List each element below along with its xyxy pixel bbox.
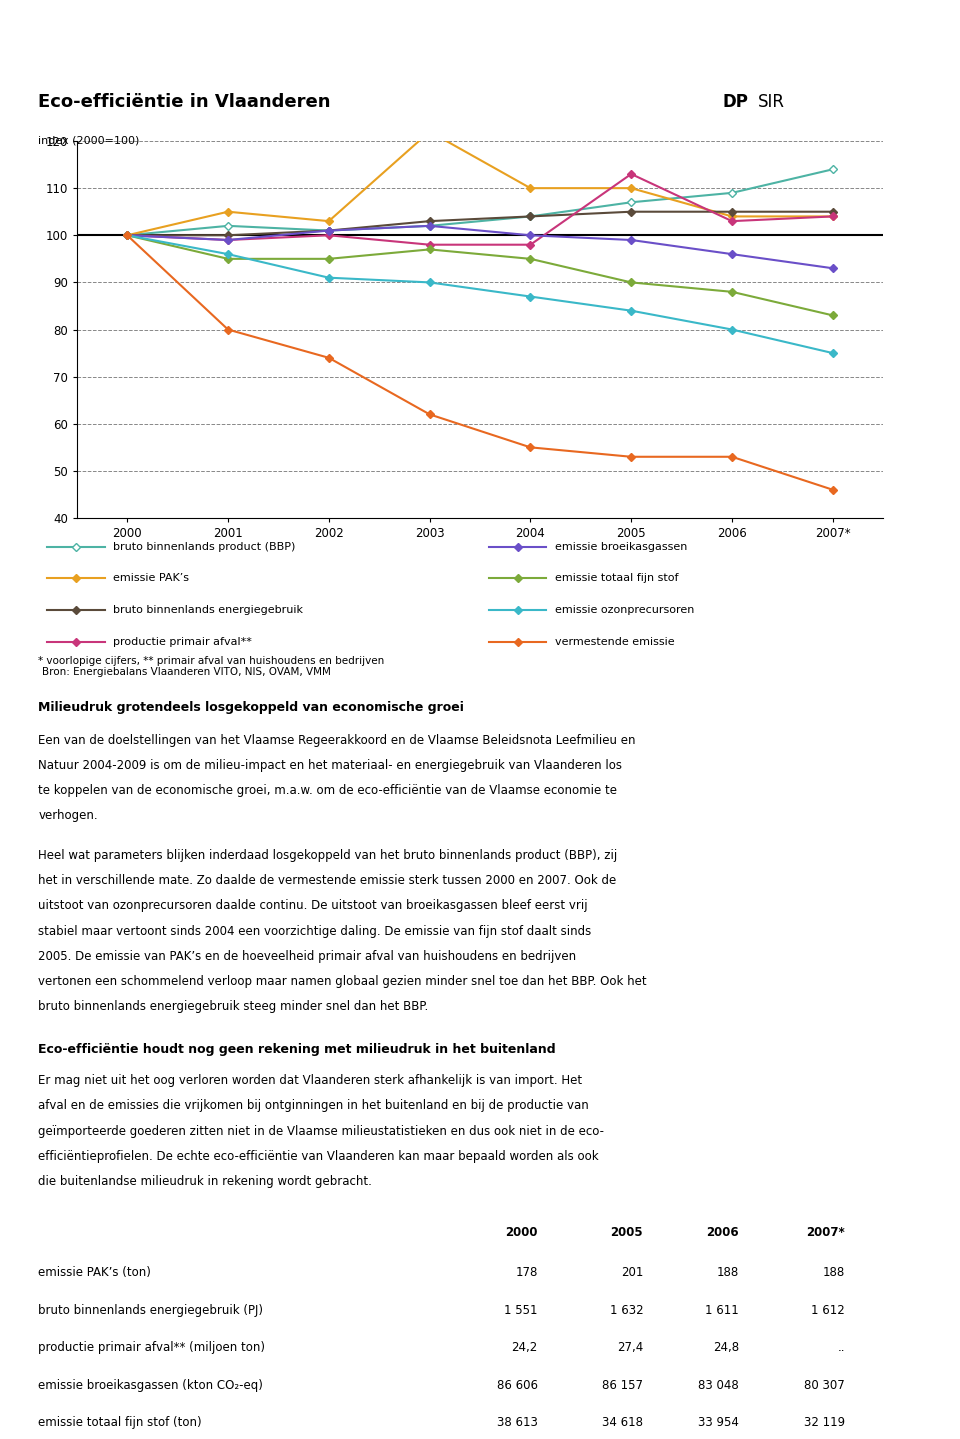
Text: 188: 188: [717, 1266, 739, 1279]
Text: 19: 19: [869, 665, 893, 682]
Text: afval en de emissies die vrijkomen bij ontginningen in het buitenland en bij de : afval en de emissies die vrijkomen bij o…: [38, 1099, 589, 1112]
Text: Er mag niet uit het oog verloren worden dat Vlaanderen sterk afhankelijk is van : Er mag niet uit het oog verloren worden …: [38, 1073, 583, 1088]
Text: emissie broeikasgassen: emissie broeikasgassen: [555, 541, 687, 551]
Text: 2000: 2000: [505, 1226, 538, 1239]
Text: Eco-efficiëntie houdt nog geen rekening met milieudruk in het buitenland: Eco-efficiëntie houdt nog geen rekening …: [38, 1042, 556, 1056]
Text: efficiëntieprofielen. De echte eco-efficiëntie van Vlaanderen kan maar bepaald w: efficiëntieprofielen. De echte eco-effic…: [38, 1150, 599, 1163]
Text: Bron: Energiebalans Vlaanderen VITO, NIS, OVAM, VMM: Bron: Energiebalans Vlaanderen VITO, NIS…: [42, 668, 331, 676]
Text: emissie PAK’s (ton): emissie PAK’s (ton): [38, 1266, 152, 1279]
Text: geïmporteerde goederen zitten niet in de Vlaamse milieustatistieken en dus ook n: geïmporteerde goederen zitten niet in de…: [38, 1125, 605, 1138]
Text: 1 611: 1 611: [706, 1304, 739, 1317]
Text: emissie totaal fijn stof (ton): emissie totaal fijn stof (ton): [38, 1416, 202, 1429]
Text: 32 119: 32 119: [804, 1416, 845, 1429]
Text: index (2000=100): index (2000=100): [38, 135, 140, 145]
Text: 34 618: 34 618: [602, 1416, 643, 1429]
Text: vermestende emissie: vermestende emissie: [555, 636, 675, 646]
Text: 24,2: 24,2: [512, 1341, 538, 1354]
Text: 1 612: 1 612: [811, 1304, 845, 1317]
Text: verhogen.: verhogen.: [38, 809, 98, 823]
Text: productie primair afval**: productie primair afval**: [113, 636, 252, 646]
Text: 86 157: 86 157: [602, 1379, 643, 1392]
Text: 188: 188: [823, 1266, 845, 1279]
Text: het in verschillende mate. Zo daalde de vermestende emissie sterk tussen 2000 en: het in verschillende mate. Zo daalde de …: [38, 875, 616, 888]
Text: 38 613: 38 613: [496, 1416, 538, 1429]
Text: bruto binnenlands energiegebruik steeg minder snel dan het BBP.: bruto binnenlands energiegebruik steeg m…: [38, 1000, 429, 1013]
Text: uitstoot van ozonprecursoren daalde continu. De uitstoot van broeikasgassen blee: uitstoot van ozonprecursoren daalde cont…: [38, 899, 588, 912]
Text: bruto binnenlands energiegebruik: bruto binnenlands energiegebruik: [113, 604, 303, 614]
Text: bruto binnenlands energiegebruik (PJ): bruto binnenlands energiegebruik (PJ): [38, 1304, 263, 1317]
Text: 1 632: 1 632: [610, 1304, 643, 1317]
Text: 2006: 2006: [707, 1226, 739, 1239]
Text: Een van de doelstellingen van het Vlaamse Regeerakkoord en de Vlaamse Beleidsnot: Een van de doelstellingen van het Vlaams…: [38, 734, 636, 747]
Text: Eco-efficiëntie in Vlaanderen: Eco-efficiëntie in Vlaanderen: [38, 94, 331, 111]
Text: * voorlopige cijfers, ** primair afval van huishoudens en bedrijven: * voorlopige cijfers, ** primair afval v…: [38, 656, 385, 666]
Text: 2007*: 2007*: [806, 1226, 845, 1239]
Text: bruto binnenlands product (BBP): bruto binnenlands product (BBP): [113, 541, 296, 551]
Text: stabiel maar vertoont sinds 2004 een voorzichtige daling. De emissie van fijn st: stabiel maar vertoont sinds 2004 een voo…: [38, 925, 591, 938]
Text: productie primair afval** (miljoen ton): productie primair afval** (miljoen ton): [38, 1341, 265, 1354]
Text: emissie broeikasgassen (kton CO₂-eq): emissie broeikasgassen (kton CO₂-eq): [38, 1379, 263, 1392]
Text: 80 307: 80 307: [804, 1379, 845, 1392]
Text: die buitenlandse milieudruk in rekening wordt gebracht.: die buitenlandse milieudruk in rekening …: [38, 1174, 372, 1189]
Text: emissie totaal fijn stof: emissie totaal fijn stof: [555, 573, 679, 583]
Text: 2005. De emissie van PAK’s en de hoeveelheid primair afval van huishoudens en be: 2005. De emissie van PAK’s en de hoeveel…: [38, 950, 577, 963]
Text: 1 551: 1 551: [504, 1304, 538, 1317]
Text: 2005: 2005: [611, 1226, 643, 1239]
Text: 86 606: 86 606: [496, 1379, 538, 1392]
Text: vertonen een schommelend verloop maar namen globaal gezien minder snel toe dan h: vertonen een schommelend verloop maar na…: [38, 976, 647, 989]
Text: 201: 201: [621, 1266, 643, 1279]
Text: SIR: SIR: [758, 94, 785, 111]
Text: 83 048: 83 048: [699, 1379, 739, 1392]
Text: 33 954: 33 954: [698, 1416, 739, 1429]
Text: Milieudruk grotendeels losgekoppeld van economische groei: Milieudruk grotendeels losgekoppeld van …: [38, 701, 465, 714]
Text: te koppelen van de economische groei, m.a.w. om de eco-efficiëntie van de Vlaams: te koppelen van de economische groei, m.…: [38, 784, 617, 797]
Text: ..: ..: [837, 1341, 845, 1354]
Text: emissie ozonprecursoren: emissie ozonprecursoren: [555, 604, 694, 614]
Text: Heel wat parameters blijken inderdaad losgekoppeld van het bruto binnenlands pro: Heel wat parameters blijken inderdaad lo…: [38, 849, 617, 862]
Text: DP: DP: [723, 94, 749, 111]
Text: 24,8: 24,8: [713, 1341, 739, 1354]
Text: 178: 178: [516, 1266, 538, 1279]
Text: 27,4: 27,4: [617, 1341, 643, 1354]
Text: MIRA-T ’08  |  Milieukaart: MIRA-T ’08 | Milieukaart: [622, 22, 818, 36]
Text: emissie PAK’s: emissie PAK’s: [113, 573, 189, 583]
Text: Natuur 2004-2009 is om de milieu-impact en het materiaal- en energiegebruik van : Natuur 2004-2009 is om de milieu-impact …: [38, 760, 622, 773]
